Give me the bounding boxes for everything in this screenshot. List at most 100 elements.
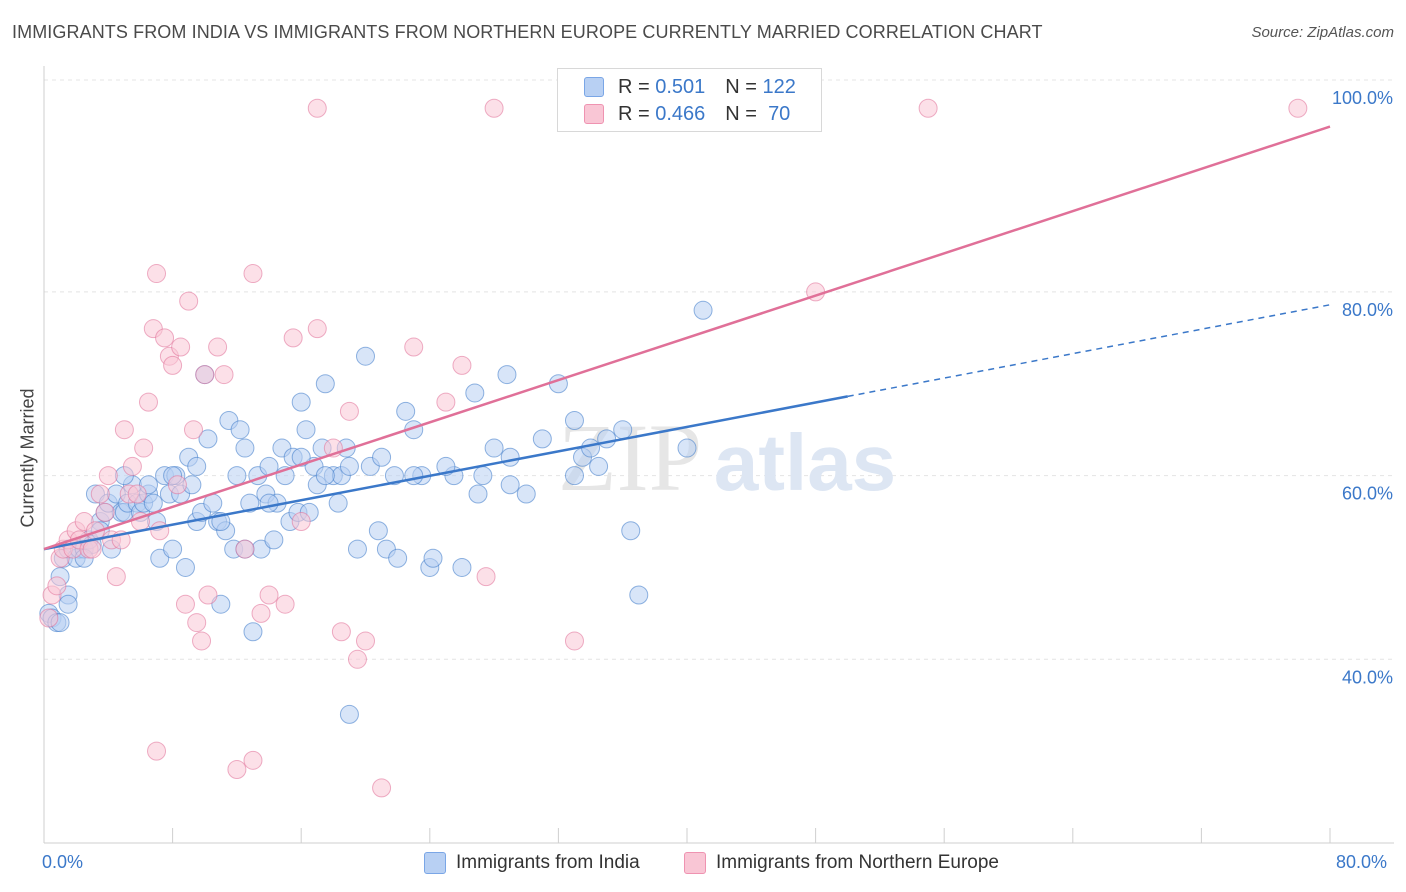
trend-lines xyxy=(43,125,1331,551)
data-point xyxy=(404,466,424,486)
legend-n-value-northern-europe: 70 xyxy=(768,102,791,125)
data-point xyxy=(291,512,311,532)
data-point xyxy=(163,539,183,559)
data-point xyxy=(296,420,316,440)
y-tick-label: 80.0% xyxy=(1342,300,1393,320)
data-point xyxy=(259,585,279,605)
trend-line-1 xyxy=(43,125,1331,551)
series-legend-india: Immigrants from India xyxy=(424,852,640,874)
data-point xyxy=(347,539,367,559)
data-point xyxy=(500,447,520,467)
legend-swatch-northern-europe xyxy=(584,104,604,124)
data-point xyxy=(150,548,170,568)
data-point xyxy=(90,484,110,504)
legend-n-value-india: 122 xyxy=(762,75,796,98)
data-point xyxy=(307,319,327,339)
y-tick-label: 40.0% xyxy=(1342,667,1393,687)
data-point xyxy=(134,438,154,458)
data-point xyxy=(331,622,351,642)
data-point xyxy=(597,429,617,449)
data-point xyxy=(372,778,392,798)
data-point xyxy=(227,760,247,780)
data-point xyxy=(198,585,218,605)
data-point xyxy=(473,466,493,486)
legend-row-india: R = 0.501 N = 122 xyxy=(584,75,796,99)
data-point xyxy=(143,493,163,513)
data-point xyxy=(243,622,263,642)
data-point xyxy=(1288,98,1308,118)
data-point xyxy=(356,346,375,366)
data-point xyxy=(208,337,228,357)
stats-legend: R = 0.501 N = 122 R = 0.466 N = 70 xyxy=(557,68,822,132)
data-point xyxy=(384,466,404,486)
data-point xyxy=(347,649,367,669)
data-point xyxy=(114,420,134,440)
data-point xyxy=(127,484,147,504)
data-point xyxy=(589,456,609,476)
data-point xyxy=(175,594,195,614)
data-point xyxy=(315,466,335,486)
data-point xyxy=(106,567,126,587)
data-point xyxy=(163,355,183,375)
data-point xyxy=(423,548,443,568)
data-point xyxy=(235,438,255,458)
data-point xyxy=(259,493,279,513)
data-point xyxy=(47,576,67,596)
data-point xyxy=(368,521,388,541)
trend-line-0 xyxy=(43,395,848,551)
data-point xyxy=(613,420,633,440)
series-swatch-northern-europe xyxy=(684,852,706,874)
data-point xyxy=(122,456,142,476)
data-point xyxy=(147,264,167,284)
data-point xyxy=(192,631,212,651)
series-name-northern-europe: Immigrants from Northern Europe xyxy=(716,852,999,873)
data-point xyxy=(516,484,536,504)
series-legend: Immigrants from India Immigrants from No… xyxy=(0,852,1406,878)
legend-n-label: N = xyxy=(725,102,757,125)
legend-r-label: R = xyxy=(618,102,650,125)
legend-swatch-india xyxy=(584,77,604,97)
grid-lines xyxy=(44,79,1394,660)
trend-line-extension-0 xyxy=(847,304,1331,398)
legend-r-label: R = xyxy=(618,75,650,98)
data-point xyxy=(243,264,263,284)
data-point xyxy=(468,484,488,504)
data-point xyxy=(291,447,311,467)
data-point xyxy=(227,466,247,486)
y-tick-label: 100.0% xyxy=(1332,88,1393,108)
data-point xyxy=(564,411,584,431)
data-point xyxy=(677,438,697,458)
data-point xyxy=(39,608,59,628)
data-point xyxy=(452,557,472,577)
data-point xyxy=(264,530,284,550)
series-legend-northern-europe: Immigrants from Northern Europe xyxy=(684,852,999,874)
data-point xyxy=(497,365,517,385)
data-point xyxy=(195,365,215,385)
data-point xyxy=(564,466,584,486)
chart-title: IMMIGRANTS FROM INDIA VS IMMIGRANTS FROM… xyxy=(12,22,1043,42)
data-point xyxy=(275,594,295,614)
y-tick-labels: 40.0% 60.0% 80.0% 100.0% xyxy=(1332,88,1393,687)
data-point xyxy=(187,613,207,633)
data-point xyxy=(436,392,456,412)
data-point xyxy=(388,548,408,568)
data-point xyxy=(315,374,335,394)
data-point xyxy=(372,447,392,467)
data-point xyxy=(147,741,167,761)
data-point xyxy=(339,401,359,421)
data-point xyxy=(339,456,359,476)
data-point xyxy=(629,585,649,605)
data-point xyxy=(484,438,504,458)
watermark-atlas: atlas xyxy=(714,418,896,507)
data-point xyxy=(452,355,472,375)
data-point xyxy=(155,328,175,348)
data-point xyxy=(500,475,520,495)
data-point xyxy=(328,493,348,513)
data-point xyxy=(82,539,102,559)
data-point xyxy=(187,456,207,476)
axes xyxy=(43,66,1394,844)
data-point xyxy=(171,337,191,357)
series-swatch-india xyxy=(424,852,446,874)
data-point xyxy=(138,392,158,412)
